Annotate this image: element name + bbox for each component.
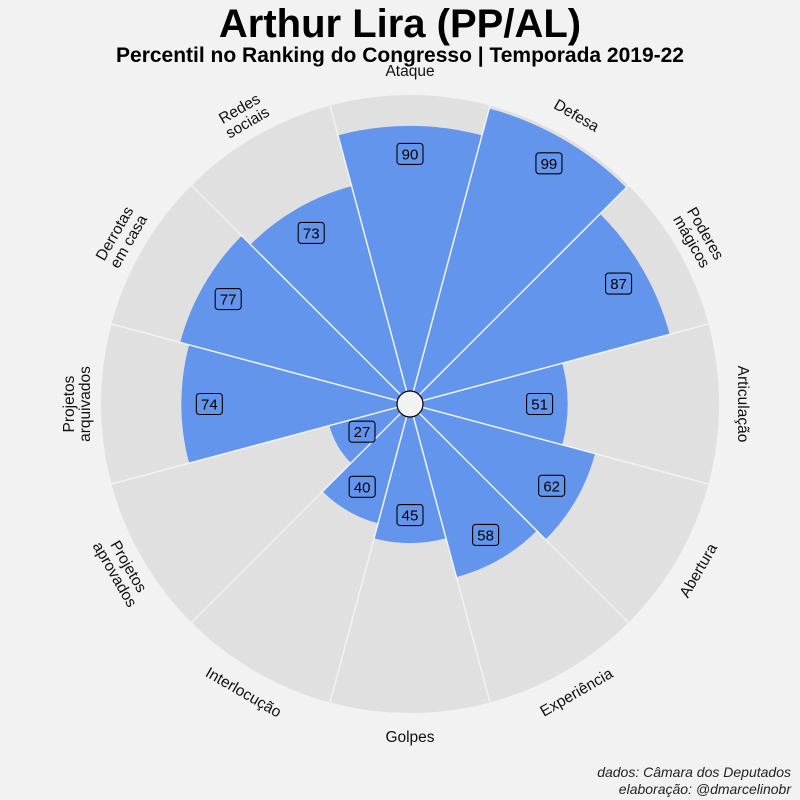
category-label-line: Projetos [61,375,78,432]
value-label-text: 87 [610,276,627,293]
category-label-line: Defesa [551,96,602,135]
value-label-text: 40 [354,479,371,496]
value-label-text: 62 [543,478,560,495]
separator-line [190,184,411,405]
bar [410,404,596,540]
category-label: Articulação [734,366,751,443]
separator-line [329,105,411,405]
value-label-text: 51 [531,397,548,414]
value-labels: 90 99 87 51 62 58 45 40 27 74 77 73 [195,142,633,547]
category-label-line: Abertura [677,540,722,600]
value-label-text: 77 [220,292,237,309]
value-label-box [396,503,424,527]
bar [338,125,482,404]
credits-author: elaboração: @dmarcelinobr [618,781,791,797]
category-label: Golpes [385,729,434,746]
value-label-box [538,474,566,497]
category-label-line: arquivados [77,366,94,442]
background-wedge [111,404,410,623]
value-label-box [535,152,563,175]
category-label-line: Articulação [734,366,751,443]
value-label-text: 90 [402,146,419,163]
value-label-text: 74 [201,397,218,414]
value-label: 51 [526,392,554,416]
separator-line [409,323,709,405]
value-label: 45 [396,503,424,527]
value-label: 58 [472,523,500,547]
value-label-text: 73 [303,225,320,242]
value-label-text: 99 [541,156,558,173]
separator-line [409,403,491,703]
value-label: 99 [535,152,563,175]
value-label: 77 [214,287,242,311]
category-label: Ataque [385,63,434,80]
value-label-box [348,475,376,498]
value-label: 73 [297,221,325,244]
bar [180,235,410,404]
chart-subtitle: Percentil no Ranking do Congresso | Temp… [116,44,684,67]
category-label: Abertura [677,540,722,600]
value-label-box [214,287,242,311]
background-wedge [330,404,490,714]
separator-line [111,403,411,485]
value-label: 62 [538,474,566,497]
value-label-box [526,392,554,416]
value-label: 40 [348,475,376,498]
category-label: Projetos arquivados [61,366,94,442]
value-label-box [348,420,376,443]
value-label-box [396,142,424,165]
bar [410,213,670,404]
separator-line [409,403,709,485]
value-label-box [297,221,325,244]
credits-source: dados: Câmara dos Deputados [597,764,791,780]
value-label-text: 58 [477,527,494,544]
value-label-box [605,272,633,295]
category-label-line: Golpes [385,729,434,746]
value-label-text: 27 [354,424,371,441]
category-label-line: Ataque [385,63,434,80]
separator-line [409,403,630,624]
value-label: 90 [396,142,424,165]
value-label-box [472,523,500,547]
separator-line [409,184,630,405]
bar [374,404,446,544]
center-circle [396,390,424,418]
bar [410,404,537,578]
separator-line [329,403,411,703]
bar [322,404,410,524]
value-label: 87 [605,272,633,295]
bar [410,108,627,404]
value-label: 27 [348,420,376,443]
value-label-text: 45 [402,508,419,525]
separator-line [111,323,411,405]
bars [180,108,670,578]
category-label: Defesa [551,96,602,135]
bar [410,363,568,445]
value-label-box [195,392,223,416]
bar [250,186,410,404]
separators [111,105,709,703]
value-label: 74 [195,392,223,416]
chart-title: Arthur Lira (PP/AL) [218,2,582,46]
credits: dados: Câmara dos Deputados elaboração: … [597,764,791,798]
bar [181,344,410,464]
separator-line [409,105,491,405]
